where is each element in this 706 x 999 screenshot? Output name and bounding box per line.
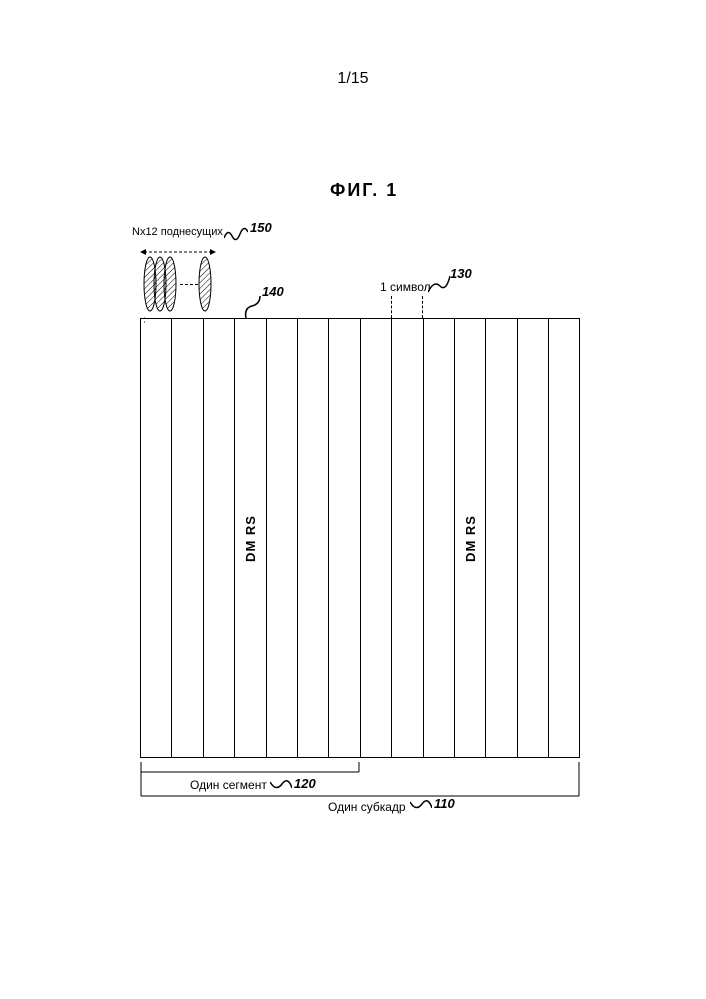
symbol-cell	[172, 319, 203, 757]
ref-110-label: 110	[434, 796, 455, 811]
symbol-cell	[518, 319, 549, 757]
dmrs-label: DM RS	[463, 515, 478, 562]
symbol-cell	[549, 319, 580, 757]
ref-150-label: 150	[250, 220, 272, 235]
dmrs-cell: DM RS	[235, 319, 266, 757]
dash-guide-symbol-left	[391, 296, 392, 318]
symbol-cell	[204, 319, 235, 757]
symbol-cell	[141, 319, 172, 757]
page-number: 1/15	[337, 70, 368, 88]
squiggle-lead-150	[224, 226, 248, 247]
squiggle-lead-130	[428, 274, 450, 299]
symbol-cell	[329, 319, 360, 757]
figure-title: ФИГ. 1	[330, 180, 398, 201]
symbol-cell	[361, 319, 392, 757]
symbol-cell	[424, 319, 455, 757]
symbol-cell	[267, 319, 298, 757]
squiggle-lead-110	[410, 798, 432, 819]
one-subframe-label: Один субкадр	[328, 800, 406, 814]
symbol-cell	[392, 319, 423, 757]
subcarrier-count-label: Nx12 поднесущих	[132, 226, 223, 238]
ref-130-label: 130	[450, 266, 472, 281]
symbol-cell	[486, 319, 517, 757]
subcarrier-span-arrow	[140, 244, 216, 262]
symbol-row: DM RS DM RS	[140, 318, 580, 758]
subcarrier-lobe	[198, 256, 212, 312]
diagram-container: Nx12 поднесущих 150 140 1 символ 130 DM …	[140, 240, 580, 800]
ref-140-label: 140	[262, 284, 284, 299]
dash-guide-symbol-right	[422, 296, 423, 318]
one-symbol-label: 1 символ	[380, 280, 431, 294]
symbol-cell	[298, 319, 329, 757]
dmrs-cell: DM RS	[455, 319, 486, 757]
one-subframe-bracket	[140, 762, 580, 805]
dmrs-label: DM RS	[243, 515, 258, 562]
subcarrier-lobe	[163, 256, 177, 312]
ellipsis-dash	[180, 284, 198, 285]
